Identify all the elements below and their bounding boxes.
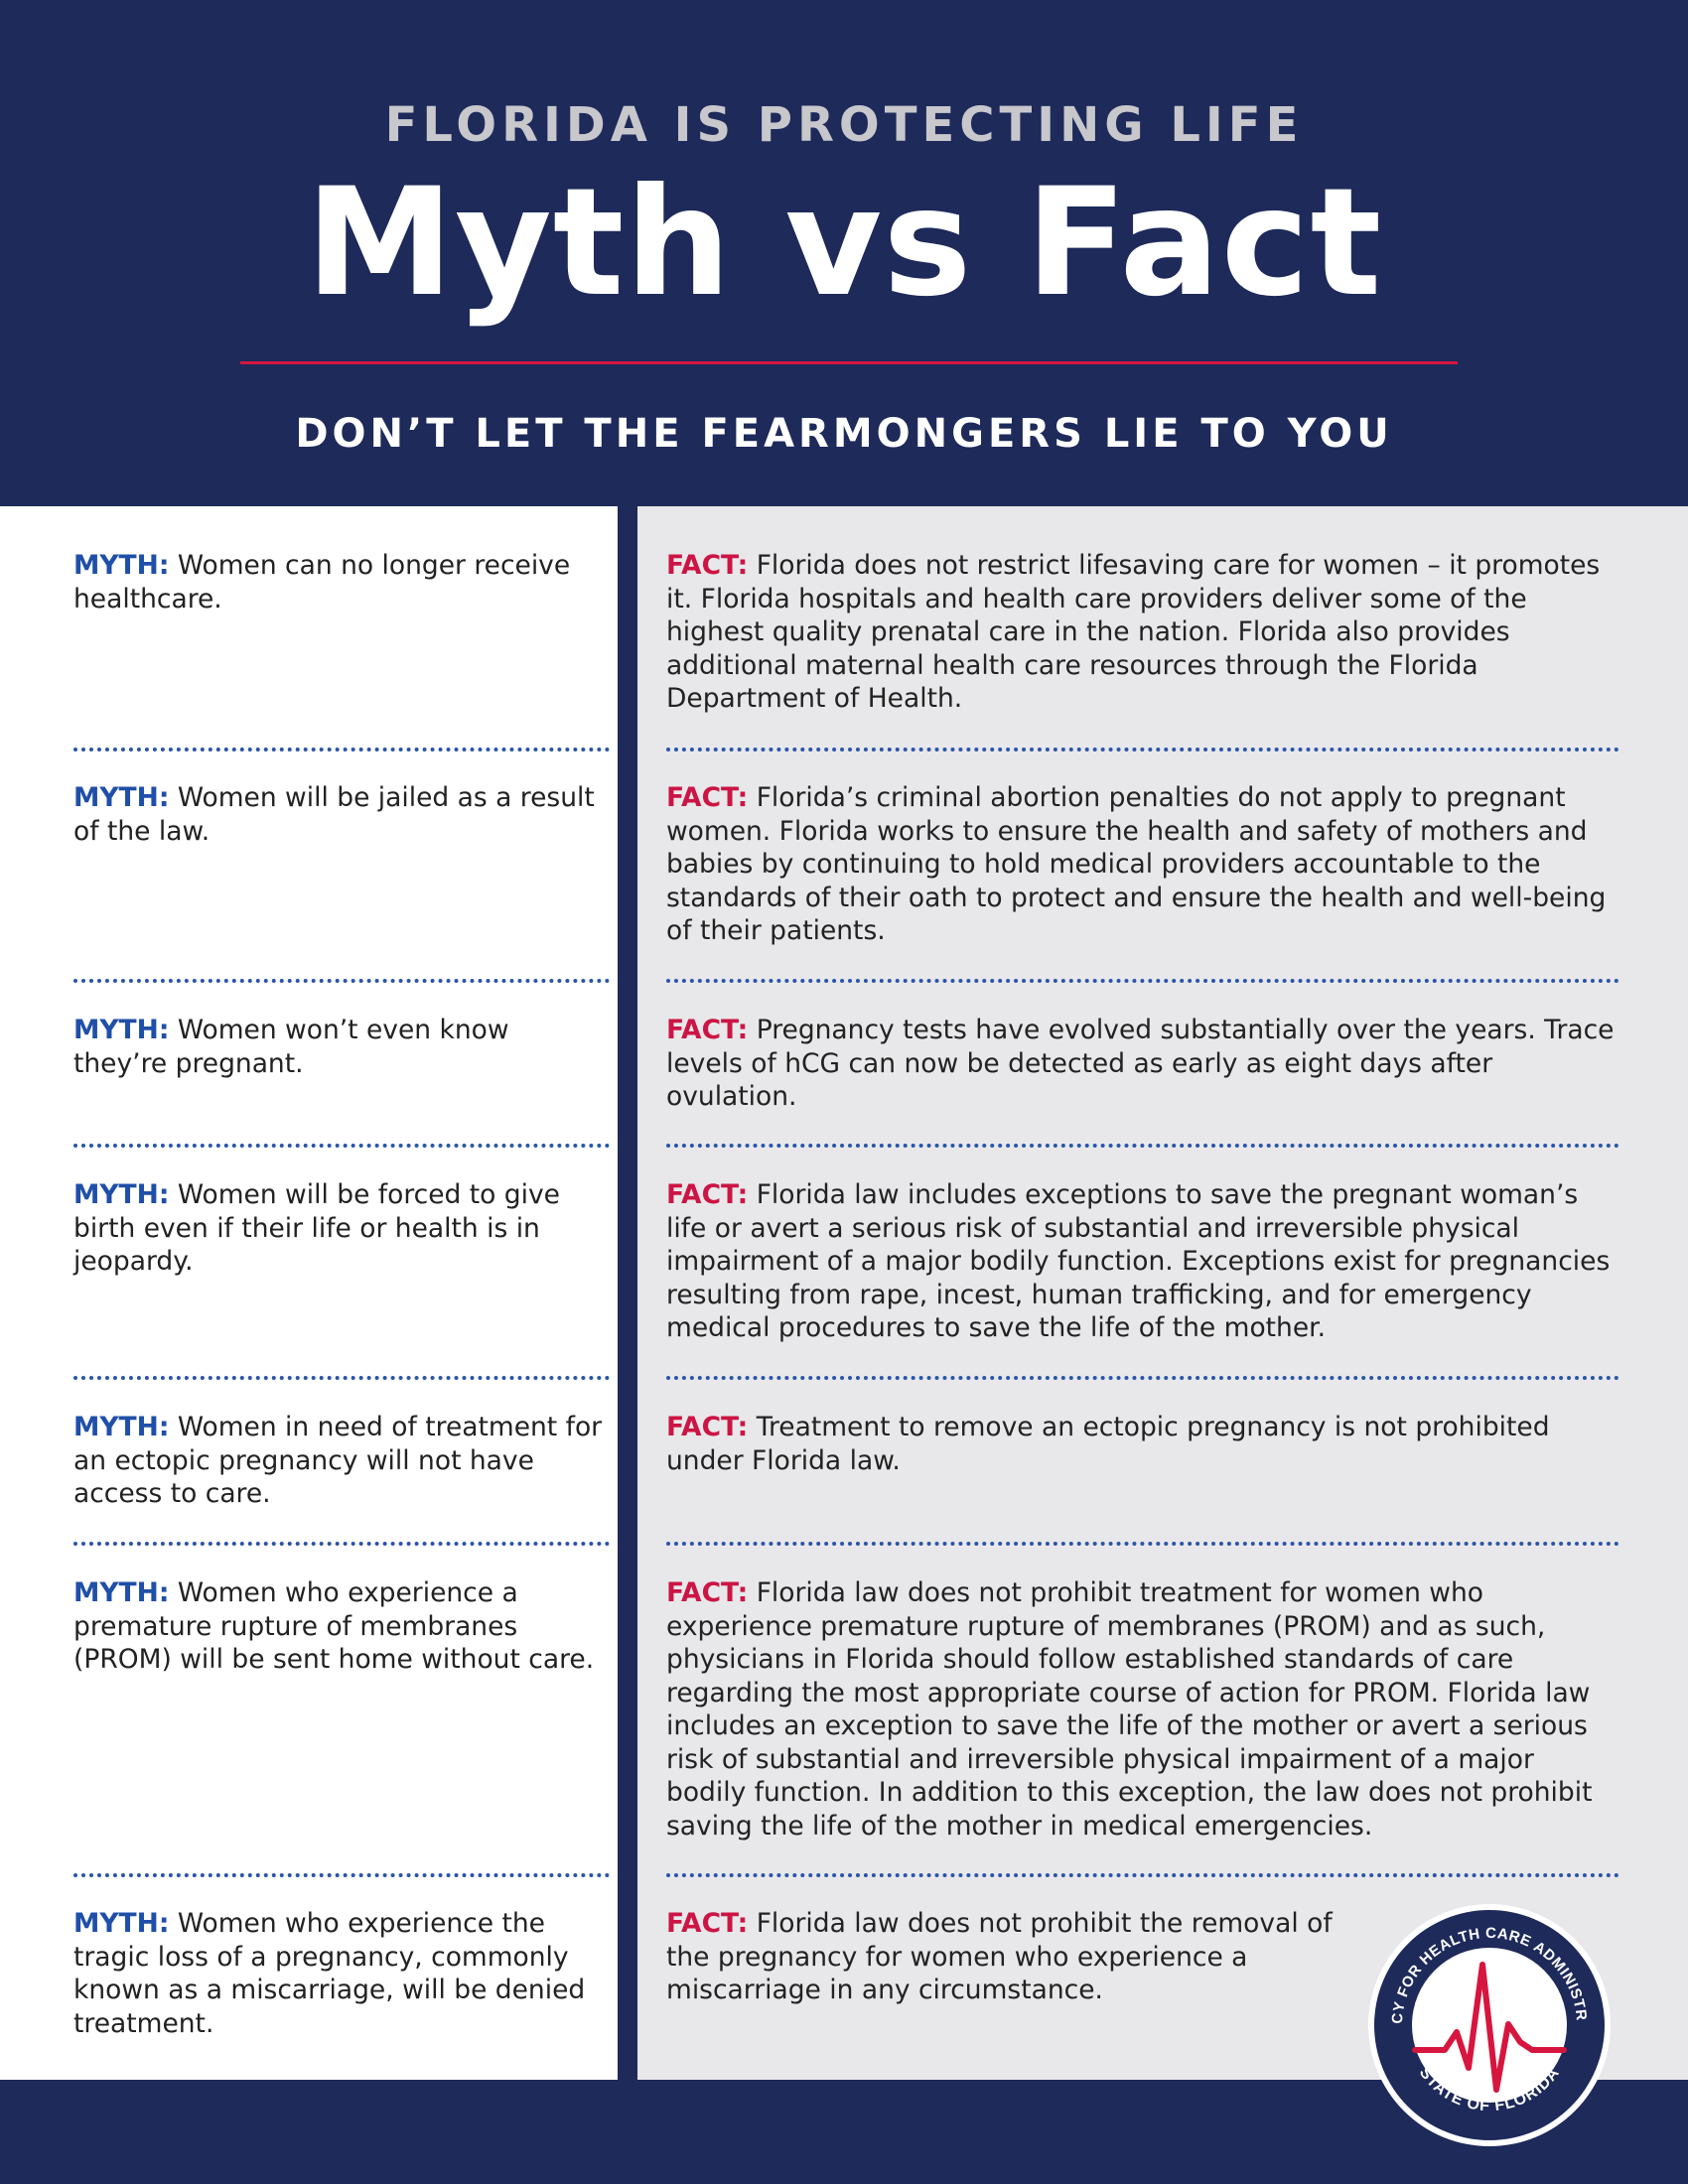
myth-label: MYTH: — [73, 1908, 170, 1939]
myth-text: Women who experience a premature rupture… — [73, 1577, 595, 1675]
row-separator — [666, 1542, 1619, 1546]
myth-fact-table: MYTH: Women can no longer receive health… — [0, 506, 1688, 2080]
fact-label: FACT: — [666, 1179, 749, 1210]
fact-label: FACT: — [666, 1015, 749, 1045]
fact-cell: FACT: Florida law does not prohibit trea… — [666, 1576, 1619, 1843]
row-separator — [73, 1144, 610, 1148]
page-title: Myth vs Fact — [305, 157, 1383, 330]
header-kicker: FLORIDA IS PROTECTING LIFE — [384, 97, 1304, 153]
row-separator — [73, 979, 610, 983]
myth-cell: MYTH: Women who experience a premature r… — [73, 1576, 610, 1677]
fact-cell: FACT: Florida law does not prohibit the … — [666, 1907, 1361, 2007]
myth-cell: MYTH: Women won’t even know they’re preg… — [73, 1014, 610, 1080]
title-underline — [240, 361, 1458, 364]
myth-text: Women will be jailed as a result of the … — [73, 782, 595, 847]
fact-text: Florida law does not prohibit the remova… — [666, 1908, 1333, 2005]
seal-graphic: AGENCY FOR HEALTH CARE ADMINISTRATION ST… — [1359, 1888, 1611, 2146]
fact-label: FACT: — [666, 1412, 749, 1442]
myth-text: Women can no longer receive healthcare. — [73, 550, 571, 614]
fact-text: Florida does not restrict lifesaving car… — [666, 550, 1601, 714]
myth-label: MYTH: — [73, 1179, 170, 1210]
agency-seal-logo: AGENCY FOR HEALTH CARE ADMINISTRATION ST… — [1359, 1888, 1614, 2149]
myth-cell: MYTH: Women will be forced to give birth… — [73, 1178, 610, 1279]
myth-label: MYTH: — [73, 1577, 170, 1608]
row-separator — [73, 1542, 610, 1546]
fact-column-background — [637, 506, 1688, 2080]
fact-label: FACT: — [666, 1577, 749, 1608]
header-banner: FLORIDA IS PROTECTING LIFE Myth vs Fact … — [0, 0, 1688, 506]
myth-text: Women in need of treatment for an ectopi… — [73, 1412, 603, 1509]
myth-label: MYTH: — [73, 550, 170, 581]
row-separator — [73, 748, 610, 751]
fact-label: FACT: — [666, 1908, 749, 1939]
fact-text: Treatment to remove an ectopic pregnancy… — [666, 1412, 1550, 1476]
column-divider — [618, 506, 637, 2080]
page-subtitle: DON’T LET THE FEARMONGERS LIE TO YOU — [295, 411, 1393, 457]
fact-label: FACT: — [666, 550, 749, 581]
myth-label: MYTH: — [73, 1015, 170, 1045]
fact-text: Florida law does not prohibit treatment … — [666, 1577, 1593, 1842]
fact-text: Pregnancy tests have evolved substantial… — [666, 1015, 1615, 1112]
row-separator — [666, 1144, 1619, 1148]
fact-cell: FACT: Florida does not restrict lifesavi… — [666, 549, 1619, 716]
fact-label: FACT: — [666, 782, 749, 813]
row-separator — [666, 748, 1619, 751]
myth-cell: MYTH: Women who experience the tragic lo… — [73, 1907, 610, 2040]
fact-cell: FACT: Florida’s criminal abortion penalt… — [666, 781, 1619, 948]
myth-cell: MYTH: Women can no longer receive health… — [73, 549, 610, 615]
myth-cell: MYTH: Women in need of treatment for an … — [73, 1411, 610, 1511]
myth-text: Women won’t even know they’re pregnant. — [73, 1015, 509, 1079]
fact-text: Florida’s criminal abortion penalties do… — [666, 782, 1607, 946]
row-separator — [666, 1873, 1619, 1877]
row-separator — [73, 1873, 610, 1877]
row-separator — [666, 979, 1619, 983]
fact-cell: FACT: Florida law includes exceptions to… — [666, 1178, 1619, 1345]
myth-text: Women who experience the tragic loss of … — [73, 1908, 586, 2039]
myth-label: MYTH: — [73, 782, 170, 813]
row-separator — [666, 1376, 1619, 1380]
fact-cell: FACT: Treatment to remove an ectopic pre… — [666, 1411, 1619, 1477]
myth-text: Women will be forced to give birth even … — [73, 1179, 560, 1277]
row-separator — [73, 1376, 610, 1380]
fact-cell: FACT: Pregnancy tests have evolved subst… — [666, 1014, 1619, 1114]
myth-label: MYTH: — [73, 1412, 170, 1442]
fact-text: Florida law includes exceptions to save … — [666, 1179, 1611, 1343]
heartbeat-line-icon — [1412, 1962, 1567, 2093]
myth-cell: MYTH: Women will be jailed as a result o… — [73, 781, 610, 848]
